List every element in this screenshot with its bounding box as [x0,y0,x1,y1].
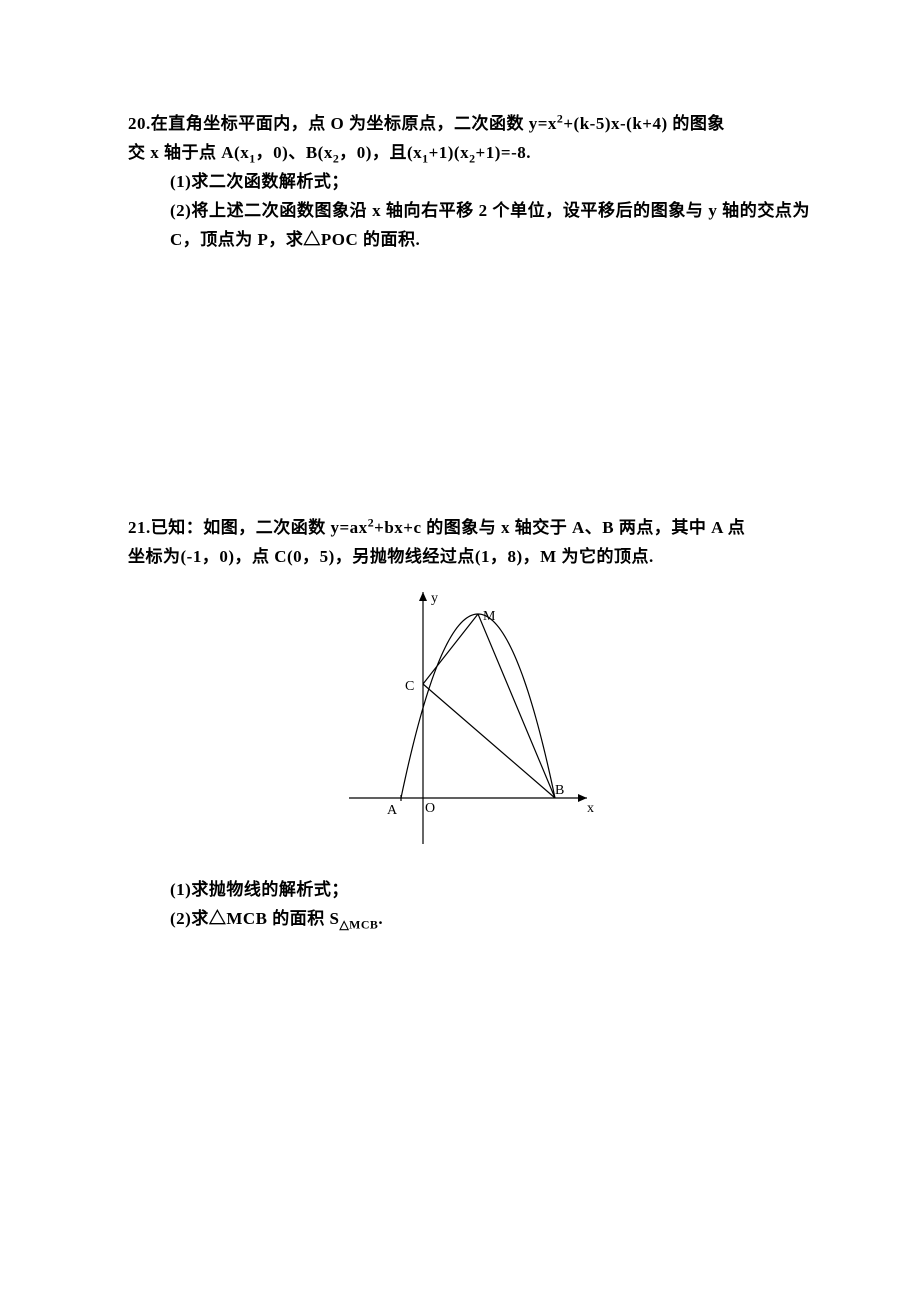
text: 在直角坐标平面内，点 O 为坐标原点，二次函数 y=x [151,114,557,133]
text: (2)求△MCB 的面积 S [170,909,339,928]
problem-number: 20. [128,114,151,133]
problem-20: 20.在直角坐标平面内，点 O 为坐标原点，二次函数 y=x2+(k-5)x-(… [128,110,810,254]
svg-text:y: y [431,591,438,606]
subscript: △MCB [339,918,378,932]
subquestion-1: (1)求二次函数解析式； [128,168,810,197]
text: 交 x 轴于点 A(x [128,143,249,162]
figure-container: y x O A B C M [128,584,810,854]
problem-number: 21. [128,518,151,537]
text: 已知：如图，二次函数 y=ax [151,518,368,537]
text: . [378,909,383,928]
svg-text:M: M [483,609,496,624]
text: +bx+c 的图象与 x 轴交于 A、B 两点，其中 A 点 [374,518,745,537]
text: +1)=-8. [476,143,531,162]
parabola-diagram: y x O A B C M [339,584,599,854]
text: ，0)、B(x [256,143,333,162]
text: ，0)，且(x [339,143,422,162]
subquestion-1: (1)求抛物线的解析式； [128,876,810,905]
text: +(k-5)x-(k+4) 的图象 [563,114,725,133]
svg-text:C: C [405,679,414,694]
svg-text:B: B [555,783,564,798]
svg-text:O: O [425,801,435,816]
page: 20.在直角坐标平面内，点 O 为坐标原点，二次函数 y=x2+(k-5)x-(… [0,0,920,1302]
text: 坐标为(-1，0)，点 C(0，5)，另抛物线经过点(1，8)，M 为它的顶点. [128,547,654,566]
problem-21-subs: (1)求抛物线的解析式； (2)求△MCB 的面积 S△MCB. [128,876,810,934]
subquestion-2: (2)求△MCB 的面积 S△MCB. [128,905,810,934]
text: +1)(x [429,143,470,162]
problem-21: 21.已知：如图，二次函数 y=ax2+bx+c 的图象与 x 轴交于 A、B … [128,514,810,572]
svg-text:x: x [587,801,594,816]
svg-text:A: A [387,803,398,818]
subquestion-2: (2)将上述二次函数图象沿 x 轴向右平移 2 个单位，设平移后的图象与 y 轴… [128,197,810,255]
